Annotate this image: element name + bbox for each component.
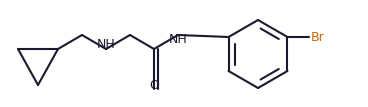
Text: NH: NH xyxy=(97,38,116,51)
Text: Br: Br xyxy=(311,30,324,44)
Text: NH: NH xyxy=(169,33,187,46)
Text: O: O xyxy=(149,79,159,92)
